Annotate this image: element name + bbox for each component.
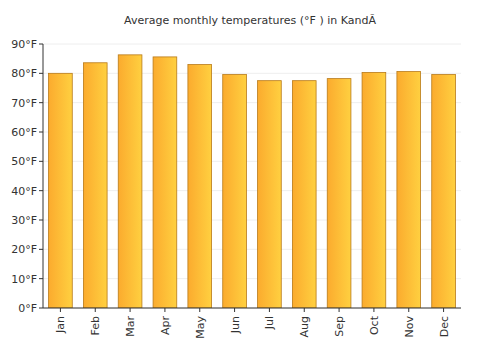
y-tick-label: 80°F <box>11 67 37 80</box>
tick <box>39 190 43 191</box>
bar <box>432 75 456 308</box>
chart: Average monthly temperatures (°F ) in Ka… <box>0 0 500 350</box>
bar <box>49 73 73 308</box>
y-tick-label: 70°F <box>11 97 37 110</box>
tick <box>39 249 43 250</box>
x-tick <box>304 308 305 312</box>
x-tick <box>408 308 409 312</box>
bar <box>188 65 212 308</box>
x-tick-label: Apr <box>159 316 172 336</box>
x-tick <box>443 308 444 312</box>
bar <box>83 63 107 308</box>
bar <box>327 79 351 308</box>
bar <box>362 72 386 308</box>
x-axis <box>43 308 461 309</box>
x-tick-label: May <box>194 316 207 339</box>
bar <box>153 57 177 308</box>
x-tick <box>199 308 200 312</box>
x-tick <box>269 308 270 312</box>
grid-line <box>43 44 461 45</box>
tick <box>39 73 43 74</box>
tick <box>39 278 43 279</box>
x-tick-label: Nov <box>403 316 416 338</box>
y-tick-label: 40°F <box>11 185 37 198</box>
y-tick-label: 60°F <box>11 126 37 139</box>
tick <box>39 132 43 133</box>
x-tick <box>95 308 96 312</box>
y-axis <box>43 44 44 308</box>
x-tick-label: Aug <box>298 316 311 337</box>
x-tick <box>60 308 61 312</box>
bar <box>292 81 316 308</box>
bars <box>49 55 456 308</box>
x-tick <box>130 308 131 312</box>
grid-line <box>43 308 461 309</box>
x-tick-label: Feb <box>89 316 102 335</box>
bar <box>258 81 282 308</box>
tick <box>39 308 43 309</box>
title: Average monthly temperatures (°F ) in Ka… <box>124 14 376 27</box>
x-tick-label: Jun <box>229 316 242 334</box>
y-tick-label: 0°F <box>18 302 37 315</box>
y-tick-label: 90°F <box>11 38 37 51</box>
y-tick-label: 20°F <box>11 243 37 256</box>
x-tick <box>164 308 165 312</box>
x-tick <box>339 308 340 312</box>
y-tick-label: 30°F <box>11 214 37 227</box>
x-tick-label: Oct <box>368 315 381 335</box>
tick <box>39 161 43 162</box>
x-tick-label: Dec <box>438 316 451 337</box>
bar <box>118 55 142 308</box>
tick <box>39 44 43 45</box>
tick <box>39 102 43 103</box>
x-tick-label: Sep <box>333 316 346 337</box>
x-tick <box>234 308 235 312</box>
y-tick-label: 10°F <box>11 273 37 286</box>
x-tick-label: Mar <box>124 316 137 337</box>
y-tick-label: 50°F <box>11 155 37 168</box>
x-tick-label: Jul <box>263 316 276 330</box>
x-tick <box>373 308 374 312</box>
x-tick-label: Jan <box>54 316 67 334</box>
bar <box>223 75 247 308</box>
tick <box>39 220 43 221</box>
bar <box>397 72 421 308</box>
